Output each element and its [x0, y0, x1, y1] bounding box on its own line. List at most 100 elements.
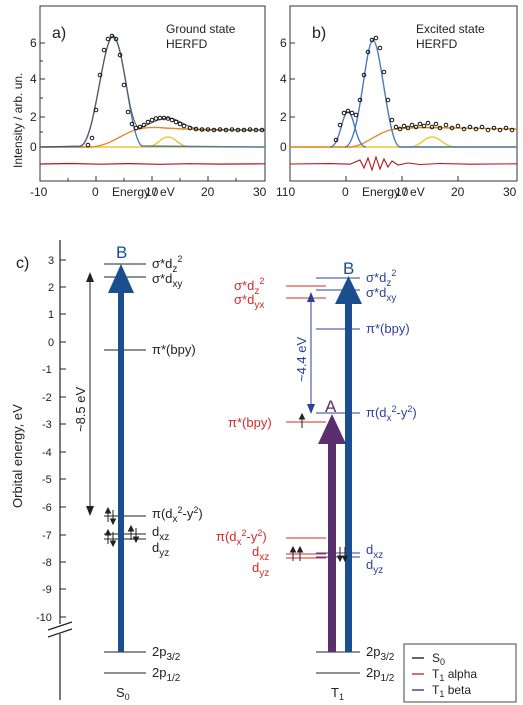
- panel-b-title-2: HERFD: [416, 37, 458, 51]
- legend-label-s0: S0: [432, 651, 445, 667]
- t1-arrow-b-label: B: [343, 259, 354, 278]
- t1-beta-label-dyz: dyz: [366, 557, 383, 576]
- s0-arrow-head: [108, 264, 134, 293]
- s0-label-pibpy: π*(bpy): [152, 342, 196, 357]
- panel-b-xticks: [289, 176, 459, 181]
- t1-arrow-b-shaft: [345, 300, 352, 652]
- panel-c-ytick: -2: [42, 392, 52, 404]
- panel-b-residual: [289, 155, 518, 172]
- t1-beta-label-pibpy: π*(bpy): [366, 321, 410, 336]
- panel-b-title-1: Excited state: [416, 22, 485, 36]
- t1-beta-label-pidx: π(dx2-y2): [366, 404, 417, 424]
- s0-label-sdxy: σ*dxy: [152, 271, 182, 290]
- panel-a-xtick-10: 10: [145, 185, 159, 199]
- panel-a-xtick-20: 20: [201, 185, 215, 199]
- s0-electron-pairs: [104, 506, 140, 548]
- t1-label-2p12: 2p1/2: [366, 665, 395, 684]
- panel-c-ytick: 1: [48, 309, 54, 321]
- panel-b-xtick-20: 20: [451, 185, 465, 199]
- panel-b-label: b): [312, 25, 326, 42]
- t1-arrow-a-label: A: [325, 397, 337, 416]
- s0-column-label: S0: [116, 685, 130, 702]
- panel-a-total-fit: [39, 35, 265, 148]
- panel-b-ytick-0: 0: [280, 140, 287, 154]
- panel-b-peak-2: [344, 39, 517, 148]
- panel-c-ytick: -10: [36, 612, 52, 624]
- panel-a: a) Ground state HERFD Intensity / arb. u…: [11, 5, 267, 199]
- panel-c-ytick: 2: [48, 282, 54, 294]
- t1-column-label: T1: [331, 685, 344, 702]
- s0-arrow-shaft: [118, 290, 124, 652]
- panel-b-ytick-4: 4: [280, 72, 287, 86]
- t1-gap-arrow-top: [307, 292, 315, 302]
- panel-b: b) Excited state HERFD Energy / eV 0 2 4…: [276, 5, 518, 199]
- legend-label-t1-alpha: T1 alpha: [432, 667, 477, 683]
- panel-a-xtick-0: 0: [92, 185, 99, 199]
- panel-a-xtick-m10: -10: [30, 185, 48, 199]
- t1-alpha-label-dxz: dxz: [252, 544, 269, 563]
- panel-a-xtick-30: 30: [253, 185, 267, 199]
- panel-a-label: a): [52, 25, 66, 42]
- panel-c-ytick: -5: [42, 474, 52, 486]
- t1-alpha-label-dyz: dyz: [252, 560, 269, 579]
- t1-arrow-b-head: [335, 276, 362, 304]
- legend-box: [403, 643, 517, 703]
- panel-b-xtick-30: 30: [503, 185, 517, 199]
- panel-a-data-points: [85, 33, 265, 148]
- panel-c-ytick: -7: [42, 530, 52, 542]
- panel-a-residual: [39, 162, 266, 165]
- s0-gap-label: ~8.5 eV: [73, 386, 88, 432]
- panel-c-ytick-labels: 3 2 1 0 -1 -2 -3 -4 -5 -6 -7 -8 -9 -10: [36, 255, 54, 624]
- s0-label-pidx: π(dx2-y2): [152, 505, 203, 525]
- s0-column: B ~8.5 eV σ*dz2 σ*dxy π*(bpy) π(dx2-y2) …: [73, 243, 203, 702]
- panel-a-ytick-2: 2: [30, 110, 37, 124]
- panel-a-ytick-0: 0: [30, 140, 37, 154]
- t1-label-2p32: 2p3/2: [366, 644, 395, 663]
- panel-b-small-gaussian: [409, 136, 457, 148]
- s0-label-2p32: 2p3/2: [152, 644, 181, 663]
- panel-b-xtick-0: 0: [342, 185, 349, 199]
- panel-c-ytick: 0: [48, 337, 54, 349]
- panel-b-xtick-m10: 110: [276, 185, 295, 199]
- panel-a-xticks: [39, 176, 237, 181]
- t1-beta-label-dxz: dxz: [366, 542, 383, 561]
- panel-a-title-2: HERFD: [166, 37, 208, 51]
- axis-break-mark-2: [47, 628, 73, 638]
- panel-c-ytick: -4: [42, 447, 52, 459]
- s0-label-2p12: 2p1/2: [152, 665, 181, 684]
- s0-label-dxz: dxz: [152, 524, 169, 543]
- t1-arrow-a-shaft: [328, 440, 336, 652]
- axis-break-mark-1: [47, 621, 73, 631]
- panel-b-ytick-6: 6: [280, 36, 287, 50]
- panel-a-xlabel: Energy / eV: [112, 185, 175, 199]
- panel-a-small-gaussian: [144, 136, 193, 148]
- panel-c-yticks: [60, 259, 66, 618]
- panel-c-label: c): [16, 255, 29, 272]
- panel-a-ytick-6: 6: [30, 36, 37, 50]
- panel-c-ytick: -8: [42, 557, 52, 569]
- panel-a-title-1: Ground state: [166, 22, 236, 36]
- t1-gap-arrow-bottom: [307, 404, 315, 414]
- t1-gap-label: ~4.4 eV: [294, 336, 309, 382]
- panel-c-ytick: -6: [42, 502, 52, 514]
- t1-alpha-label-sdyx: σ*dyx: [234, 292, 264, 311]
- panel-a-yticks: [40, 42, 45, 148]
- t1-column: A B ~4.4 eV σ*dz2 σ*dyx π*(bpy) π(dx2-y2…: [216, 259, 417, 702]
- panel-c-ytick: 3: [48, 255, 54, 267]
- panel-c-ytick: -3: [42, 419, 52, 431]
- s0-label-dyz: dyz: [152, 540, 169, 559]
- panel-b-peak-1: [329, 111, 367, 148]
- panel-c-ytick: -9: [42, 584, 52, 596]
- t1-beta-label-sdz2: σ*dz2: [366, 268, 396, 289]
- legend: S0 T1 alpha T1 beta: [403, 643, 517, 703]
- t1-alpha-label-sdz2: σ*dz2: [234, 276, 264, 297]
- panel-c: c) Orbital energy, eV 3 2 1 0 -1 -2 -3 -…: [10, 240, 517, 703]
- s0-label-sdz2: σ*dz2: [152, 254, 182, 275]
- panel-a-ytick-4: 4: [30, 72, 37, 86]
- t1-alpha-label-pidx: π(dx2-y2): [216, 528, 267, 548]
- panel-b-xlabel: Energy / eV: [362, 185, 425, 199]
- panel-b-frame: [289, 5, 518, 182]
- s0-gap-arrow-top: [86, 272, 94, 282]
- panel-b-xtick-10: 10: [395, 185, 409, 199]
